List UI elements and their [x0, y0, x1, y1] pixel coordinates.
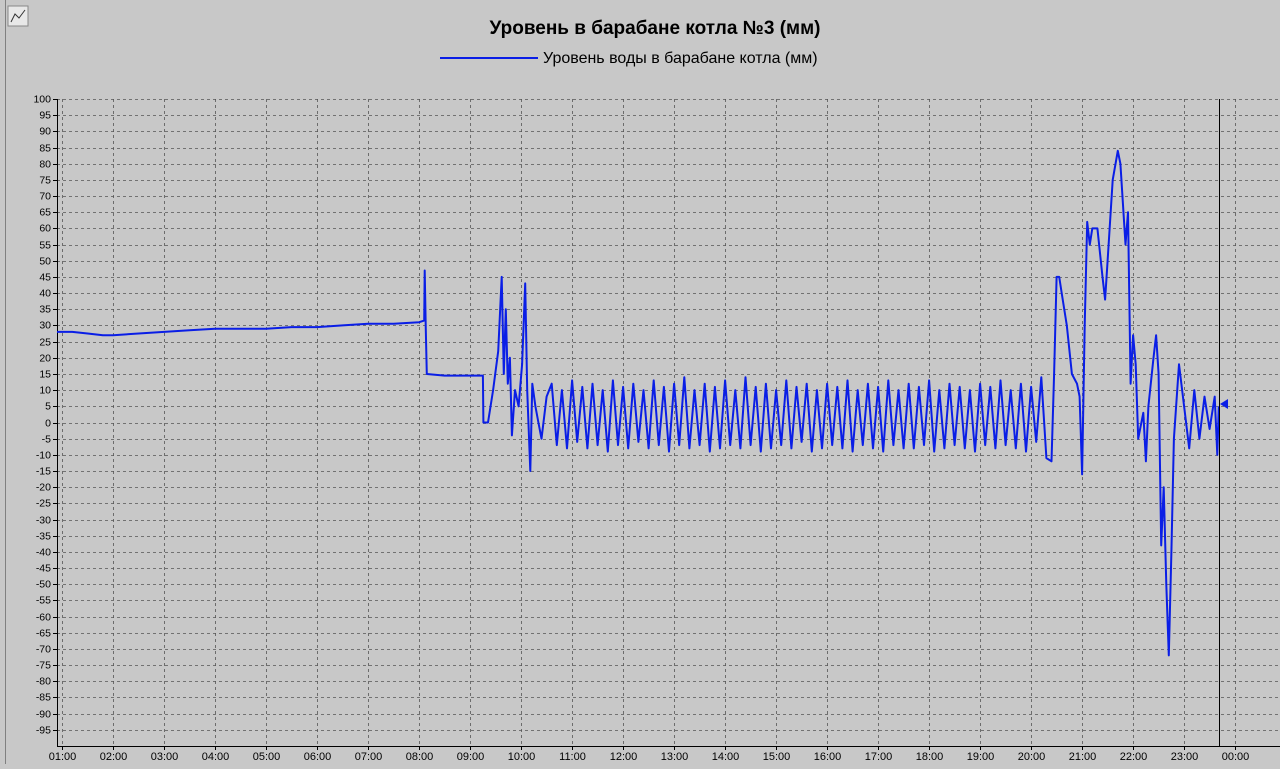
y-tick-label: -30: [36, 514, 51, 526]
y-tick-label: -25: [36, 497, 51, 509]
y-tick-label: 25: [39, 336, 51, 348]
y-tick-label: 90: [39, 125, 51, 137]
x-tick-label: 00:00: [1222, 751, 1250, 763]
y-tick-label: -40: [36, 546, 51, 558]
icon-box[interactable]: [7, 5, 29, 27]
x-tick-label: 10:00: [508, 751, 536, 763]
y-tick-label: -95: [36, 724, 51, 736]
cursor-marker: [1220, 399, 1228, 409]
y-tick-label: 100: [33, 93, 51, 105]
icon-glyph: [10, 9, 26, 23]
y-tick-label: -80: [36, 675, 51, 687]
y-tick-label: 65: [39, 206, 51, 218]
y-tick-label: -45: [36, 562, 51, 574]
y-tick-label: 85: [39, 142, 51, 154]
y-tick-label: -85: [36, 691, 51, 703]
y-tick-label: -35: [36, 530, 51, 542]
x-tick-label: 22:00: [1120, 751, 1148, 763]
y-tick-label: -60: [36, 611, 51, 623]
x-tick-label: 05:00: [253, 751, 281, 763]
y-tick-label: 45: [39, 271, 51, 283]
y-tick-label: 20: [39, 352, 51, 364]
y-tick-label: -65: [36, 627, 51, 639]
x-tick-label: 18:00: [916, 751, 944, 763]
y-tick-label: 60: [39, 222, 51, 234]
y-tick-label: 40: [39, 287, 51, 299]
y-tick-label: 0: [45, 417, 51, 429]
x-tick-label: 12:00: [610, 751, 638, 763]
toolbar-icon[interactable]: [7, 5, 29, 27]
x-tick-label: 07:00: [355, 751, 383, 763]
y-tick-label: 35: [39, 303, 51, 315]
x-tick-label: 02:00: [100, 751, 128, 763]
x-tick-label: 16:00: [814, 751, 842, 763]
y-tick-label: -50: [36, 578, 51, 590]
x-tick-label: 13:00: [661, 751, 689, 763]
x-tick-label: 09:00: [457, 751, 485, 763]
y-tick-label: 5: [45, 400, 51, 412]
legend-label: Уровень воды в барабане котла (мм): [543, 50, 818, 67]
y-tick-label: 50: [39, 255, 51, 267]
y-tick-label: 70: [39, 190, 51, 202]
x-tick-label: 15:00: [763, 751, 791, 763]
x-tick-label: 01:00: [49, 751, 77, 763]
y-tick-label: 10: [39, 384, 51, 396]
x-tick-label: 11:00: [559, 751, 586, 763]
x-tick-label: 20:00: [1018, 751, 1046, 763]
x-tick-label: 14:00: [712, 751, 740, 763]
x-tick-label: 04:00: [202, 751, 230, 763]
x-tick-label: 17:00: [865, 751, 893, 763]
x-tick-label: 23:00: [1171, 751, 1199, 763]
y-tick-label: -20: [36, 481, 51, 493]
y-tick-label: 30: [39, 319, 51, 331]
x-tick-label: 03:00: [151, 751, 179, 763]
y-tick-label: 55: [39, 239, 51, 251]
x-tick-label: 19:00: [967, 751, 995, 763]
x-tick-label: 06:00: [304, 751, 332, 763]
y-tick-label: 80: [39, 158, 51, 170]
y-tick-label: 95: [39, 109, 51, 121]
x-tick-label: 08:00: [406, 751, 434, 763]
chart-title: Уровень в барабане котла №3 (мм): [490, 18, 821, 39]
y-tick-label: -75: [36, 659, 51, 671]
x-tick-label: 21:00: [1069, 751, 1097, 763]
y-tick-label: -10: [36, 449, 51, 461]
y-tick-label: -15: [36, 465, 51, 477]
y-tick-label: -70: [36, 643, 51, 655]
y-tick-label: -5: [42, 433, 51, 445]
data-line: [57, 149, 1220, 657]
y-tick-label: -55: [36, 594, 51, 606]
y-tick-label: 75: [39, 174, 51, 186]
y-tick-label: 15: [39, 368, 51, 380]
y-tick-label: -90: [36, 708, 51, 720]
